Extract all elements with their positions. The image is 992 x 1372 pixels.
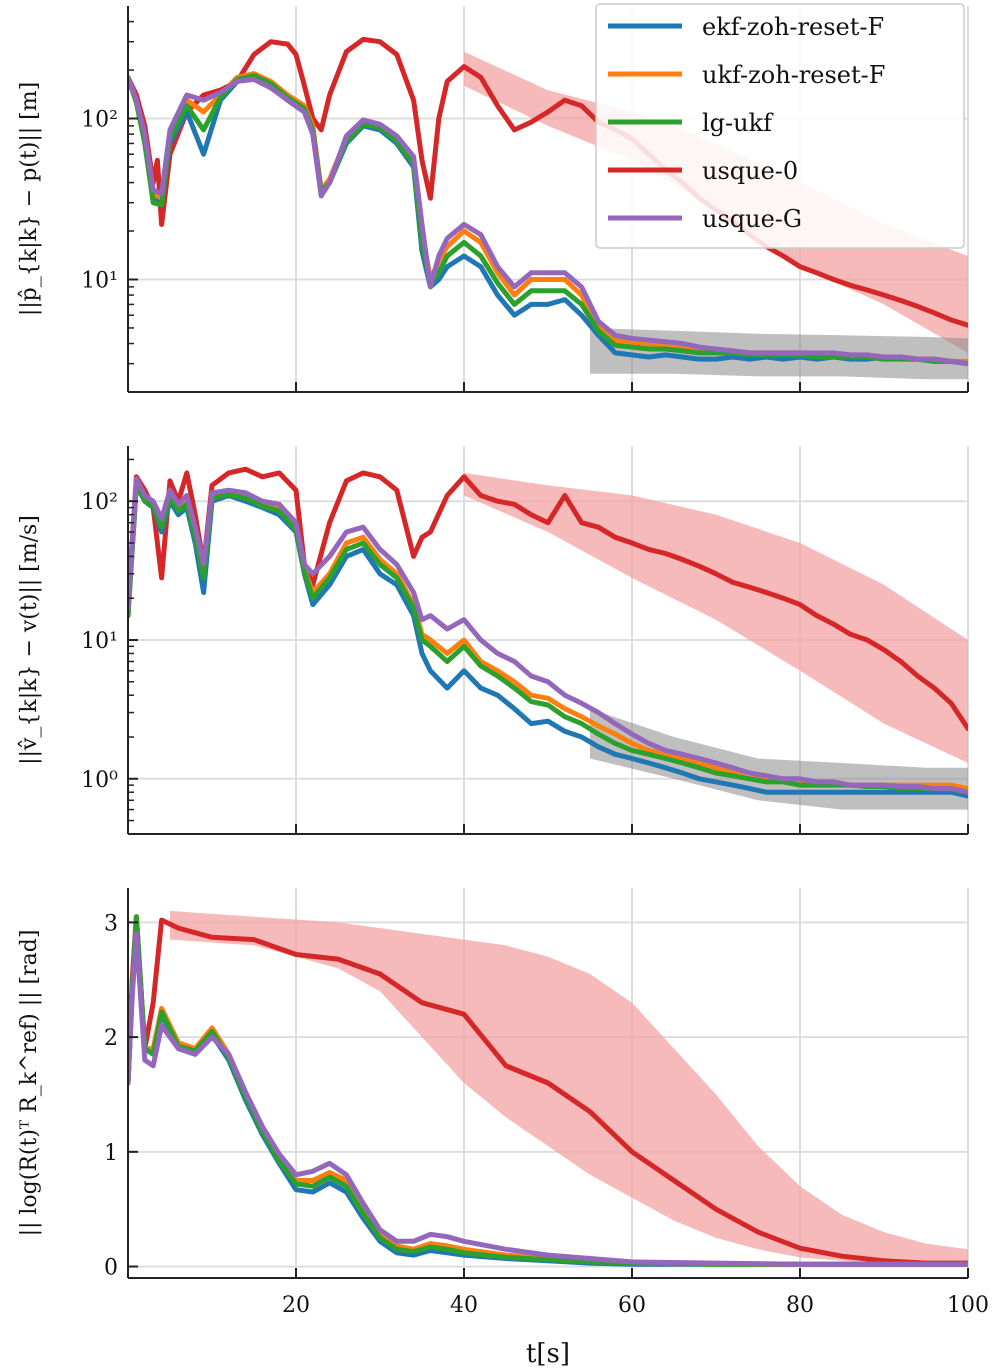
x-tick-label: 40 [450,1293,478,1318]
y-axis-label: ||v̂_{k|k} − v(t)|| [m/s] [17,515,42,765]
panel-position-error: 10¹ 10² ||p̂_{k|k} − p(t)|| [m] [17,6,969,393]
legend-box [595,3,965,249]
y-tick-label: 10² [81,490,118,515]
x-tick-label: 80 [786,1293,814,1318]
y-tick-label: 1 [104,1141,118,1166]
panel-rotation-error: 0 1 2 3 20 40 60 80 100 || log(R(t)ᵀ R_k^ref) || … [17,888,989,1318]
band-usque0 [464,472,968,763]
plot-area [128,466,968,810]
legend-item-usque0: usque-0 [608,157,798,185]
y-axis-label: ||p̂_{k|k} − p(t)|| [m] [17,82,42,316]
legend-item-ekf: ekf-zoh-reset-F [608,13,884,41]
x-tick-label: 60 [618,1293,646,1318]
y-tick-label: 10² [81,108,118,133]
plot-area [128,910,968,1267]
y-tick-label: 0 [104,1256,118,1281]
series-line-usqueg [128,476,968,795]
y-tick-label: 2 [104,1026,118,1051]
legend-item-ukf: ukf-zoh-reset-F [608,61,885,89]
series-line-usqueg [128,931,968,1267]
series-line-usque0 [128,914,968,1266]
legend-label: usque-G [702,205,802,233]
legend-item-lgukf: lg-ukf [608,109,774,137]
y-tick-label: 10⁰ [81,768,118,793]
legend-label: ukf-zoh-reset-F [702,61,885,89]
legend-item-usqueg: usque-G [608,205,802,233]
panel-velocity-error: 10⁰ 10¹ 10² ||v̂_{k|k} − v(t)|| [m/s] [17,446,969,835]
series-line-lgukf [128,73,968,367]
legend-label: ekf-zoh-reset-F [702,13,884,41]
series-line-usqueg [128,74,968,367]
y-tick-label: 10¹ [81,268,118,293]
x-tick-label: 20 [282,1293,310,1318]
x-tick-label: 100 [947,1293,989,1318]
y-tick-label: 10¹ [81,629,118,654]
legend-label: lg-ukf [702,109,774,137]
y-axis-label: || log(R(t)ᵀ R_k^ref) || [rad] [17,930,42,1237]
x-axis-label: t[s] [526,1339,570,1369]
series-line-lgukf [128,914,968,1267]
legend-label: usque-0 [702,157,798,185]
legend: ekf-zoh-reset-F ukf-zoh-reset-F lg-ukf usqu… [595,3,965,249]
band-usque0 [170,910,968,1266]
y-tick-label: 3 [104,911,118,936]
